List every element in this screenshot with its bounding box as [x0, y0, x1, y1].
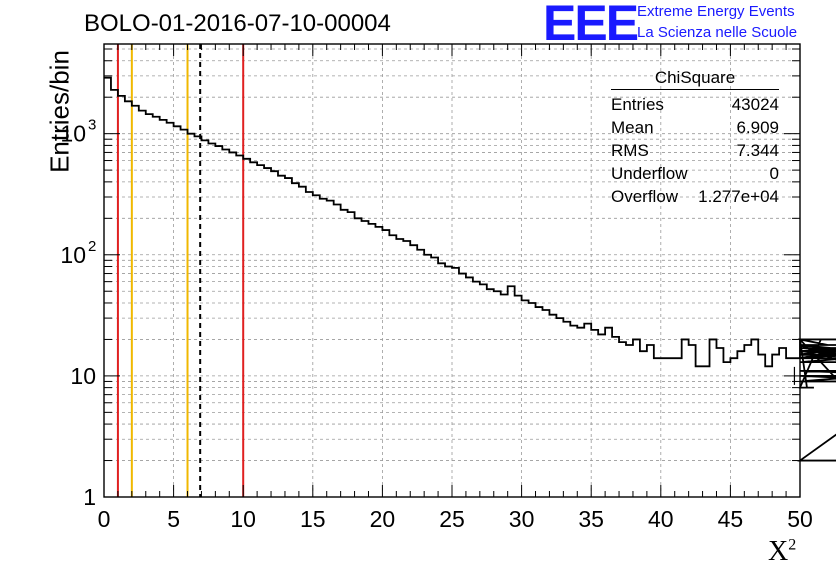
stats-label: Overflow: [611, 187, 679, 206]
x-tick-label: 5: [167, 506, 180, 532]
stats-label: Underflow: [611, 164, 688, 183]
y-tick-label: 10: [70, 363, 96, 389]
stats-value: 43024: [731, 95, 779, 114]
stats-label: RMS: [611, 141, 649, 160]
y-tick-label: 10: [60, 121, 86, 147]
stats-value: 1.277e+04: [698, 187, 779, 206]
stats-label: Entries: [611, 95, 664, 114]
x-tick-label: 45: [718, 506, 744, 532]
stats-row: Mean 6.909: [611, 116, 779, 139]
y-tick-label: 1: [83, 484, 96, 510]
stats-box: ChiSquare Entries 43024 Mean 6.909 RMS 7.34…: [611, 68, 779, 208]
stats-row: Entries 43024: [611, 93, 779, 116]
stats-row: Underflow 0: [611, 162, 779, 185]
x-axis-label: X2: [768, 536, 796, 568]
logo-line-1: Extreme Energy Events: [637, 3, 795, 20]
x-tick-label: 50: [787, 506, 813, 532]
x-tick-label: 10: [230, 506, 256, 532]
stats-row: RMS 7.344: [611, 139, 779, 162]
stats-title: ChiSquare: [611, 68, 779, 90]
x-tick-label: 35: [578, 506, 604, 532]
reference-lines: [116, 44, 245, 497]
x-axis-label-base: X: [768, 536, 789, 567]
stats-value: 7.344: [736, 141, 779, 160]
x-tick-label: 25: [439, 506, 465, 532]
axis-ticks: [103, 44, 801, 498]
x-tick-label: 40: [648, 506, 674, 532]
x-tick-label: 30: [509, 506, 535, 532]
eee-logo: EEE: [543, 0, 639, 51]
x-axis-label-sup: 2: [788, 536, 797, 554]
histogram-line: [104, 76, 836, 462]
y-axis-label: Entries/bin: [44, 50, 75, 173]
y-tick-label: 10: [60, 242, 86, 268]
x-tick-label: 15: [300, 506, 326, 532]
chart-title: BOLO-01-2016-07-10-00004: [84, 10, 391, 37]
y-tick-exponent: 2: [88, 238, 96, 255]
stats-label: Mean: [611, 118, 654, 137]
stats-row: Overflow 1.277e+04: [611, 185, 779, 208]
x-tick-label: 0: [98, 506, 111, 532]
logo-line-2: La Scienza nelle Scuole: [637, 24, 798, 41]
stats-value: 6.909: [736, 118, 779, 137]
grid-lines: [104, 44, 800, 497]
x-tick-label: 20: [370, 506, 396, 532]
y-tick-exponent: 3: [88, 117, 96, 134]
stats-value: 0: [769, 164, 779, 183]
